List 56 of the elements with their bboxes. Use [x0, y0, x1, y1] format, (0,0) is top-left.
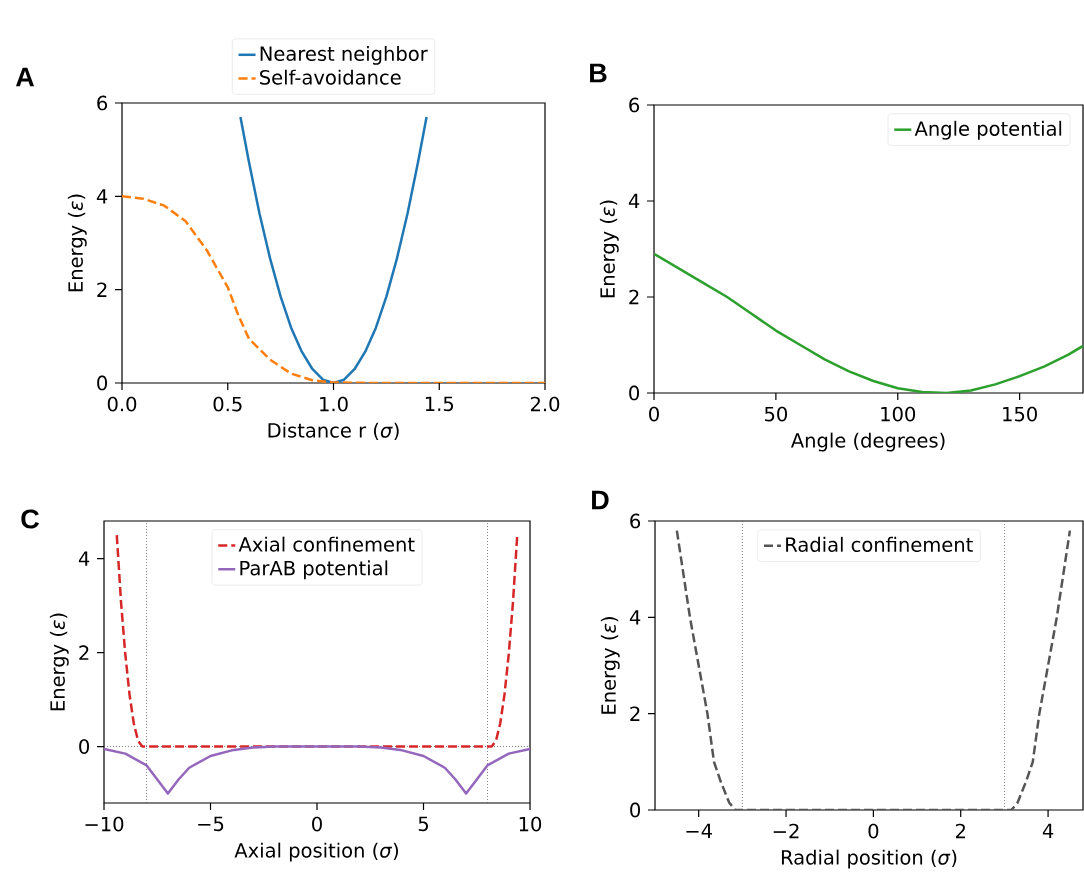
x-tick-label: −10 — [85, 816, 124, 832]
x-tick-label: 1.0 — [320, 396, 348, 412]
x-tick-label: 4 — [1042, 823, 1054, 838]
x-tick-label: 0 — [312, 816, 322, 832]
x-tick-label: 50 — [764, 406, 787, 422]
text: C — [21, 509, 40, 529]
x-tick-label: 0 — [649, 406, 659, 422]
y-tick-label: 6 — [630, 513, 641, 529]
x-axis-title: Distance r (σ) — [268, 422, 399, 441]
x-tick-label: 0.0 — [107, 396, 137, 412]
x-tick-label: 2.0 — [530, 396, 560, 412]
line-series — [104, 745, 531, 795]
y-tick-label: 6 — [629, 97, 640, 113]
y-tick-label: 4 — [628, 193, 640, 209]
text: B — [590, 63, 607, 83]
y-tick-label: 4 — [96, 189, 108, 204]
x-axis-title: Angle (degrees) — [790, 432, 945, 452]
y-tick-label: 0 — [79, 739, 90, 754]
y-axis-title: Energy (ε) — [600, 617, 620, 714]
y-tick-label: 0 — [630, 802, 641, 818]
x-tick-label: 0.5 — [213, 396, 242, 412]
y-tick-label: 2 — [630, 706, 640, 721]
legend-label: ParAB potential — [240, 560, 388, 580]
x-axis-title: Axial position (σ) — [234, 842, 399, 862]
x-tick-label: −4 — [686, 823, 712, 838]
x-tick-label: 10 — [519, 816, 542, 832]
y-axis-title: Energy (ε) — [49, 613, 69, 711]
y-tick-label: 6 — [97, 95, 108, 111]
legend-label: Axial confinement — [238, 536, 415, 552]
y-tick-label: 4 — [629, 610, 641, 625]
legend-label: Radial confinement — [786, 536, 973, 552]
y-tick-label: 4 — [78, 551, 90, 566]
line-series — [122, 195, 546, 383]
line-series — [239, 115, 428, 383]
legend-label: Nearest neighbor — [260, 45, 428, 65]
x-tick-label: 5 — [418, 816, 429, 832]
x-tick-label: −5 — [198, 816, 224, 832]
y-tick-label: 0 — [97, 375, 108, 391]
text: D — [592, 490, 609, 510]
x-tick-label: 150 — [1003, 406, 1037, 422]
x-tick-label: 1.5 — [425, 396, 454, 412]
text: A — [15, 67, 35, 87]
legend-label: Angle potential — [914, 120, 1062, 140]
x-axis-title: Radial position (σ) — [781, 849, 957, 869]
x-tick-label: 0 — [868, 823, 879, 839]
x-tick-label: −2 — [773, 823, 799, 839]
y-tick-label: 0 — [629, 385, 640, 401]
line-series — [115, 533, 519, 748]
x-tick-label: 2 — [955, 823, 965, 839]
y-axis-title: Energy (ε) — [67, 194, 87, 292]
y-tick-label: 2 — [97, 282, 107, 297]
y-tick-label: 2 — [79, 645, 89, 660]
x-tick-label: 100 — [881, 406, 916, 422]
y-tick-label: 2 — [629, 289, 639, 305]
y-axis-title: Energy (ε) — [599, 200, 619, 298]
legend-label: Self-avoidance — [260, 69, 401, 85]
